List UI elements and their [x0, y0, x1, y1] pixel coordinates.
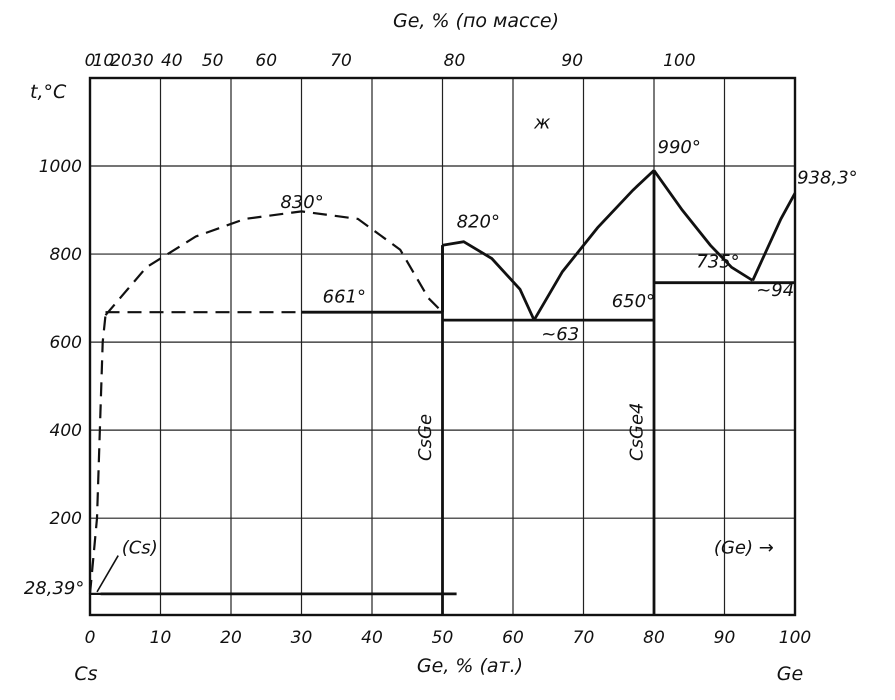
top-tick-label: 10	[93, 51, 115, 71]
y-tick-label: 1000	[39, 157, 82, 177]
top-tick-label: 0	[85, 51, 96, 71]
top-tick-label: 70	[330, 51, 352, 71]
annotation-label: 661°	[323, 286, 366, 307]
x-tick-label: 70	[573, 628, 595, 648]
y-tick-label: 400	[50, 421, 82, 441]
annotation-label: CsGe	[415, 414, 436, 461]
x-tick-label: 90	[714, 628, 736, 648]
x-tick-label: 100	[779, 628, 811, 648]
x-tick-label: 80	[643, 628, 665, 648]
top-tick-label: 90	[561, 51, 583, 71]
annotation-label: 990°	[658, 137, 701, 158]
series-line-3	[104, 210, 444, 316]
top-tick-label: 30	[132, 51, 154, 71]
annotation-label: 938,3°	[797, 168, 858, 189]
annotation-label: 735°	[696, 251, 739, 272]
top-tick-label: 20	[110, 51, 132, 71]
series-line-2	[88, 315, 107, 595]
top-tick-label: 50	[202, 51, 224, 71]
x-tick-label: 20	[220, 628, 242, 648]
top-tick-label: 100	[663, 51, 695, 71]
x-tick-label: 60	[502, 628, 524, 648]
series-line-8	[532, 169, 655, 321]
series-line-7	[442, 240, 536, 321]
y-tick-label: 800	[50, 245, 82, 265]
annotation-label: (Cs)	[122, 537, 158, 558]
x-end-label-right: Ge	[777, 663, 803, 685]
top-axis-title: Ge, % (по массе)	[393, 10, 559, 32]
y-tick-label: 200	[50, 509, 82, 529]
annotation-label: ж	[533, 113, 551, 134]
x-tick-label: 40	[361, 628, 383, 648]
x-tick-label: 50	[432, 628, 454, 648]
series-line-10	[751, 192, 797, 282]
x-axis-title: Ge, % (ат.)	[417, 655, 523, 677]
x-tick-label: 0	[85, 628, 96, 648]
top-tick-label: 40	[161, 51, 183, 71]
annotation-label: ~94	[756, 280, 794, 301]
top-tick-label: 80	[444, 51, 466, 71]
annotation-label: 650°	[612, 291, 655, 312]
y-tick-label: 600	[50, 333, 82, 353]
annotation-label: CsGe4	[627, 403, 648, 461]
x-tick-label: 30	[291, 628, 313, 648]
x-end-label-left: Cs	[74, 663, 97, 685]
cs-arrow	[96, 555, 119, 593]
top-tick-label: 60	[255, 51, 277, 71]
y-axis-title: t,°C	[30, 81, 67, 103]
annotation-label: 28,39°	[24, 578, 85, 599]
x-tick-label: 10	[150, 628, 172, 648]
annotation-label: 820°	[457, 212, 500, 233]
series-line-9	[652, 169, 754, 282]
annotation-label: (Ge) →	[714, 537, 774, 558]
annotation-label: ~63	[541, 324, 579, 345]
annotation-label: 830°	[280, 192, 323, 213]
